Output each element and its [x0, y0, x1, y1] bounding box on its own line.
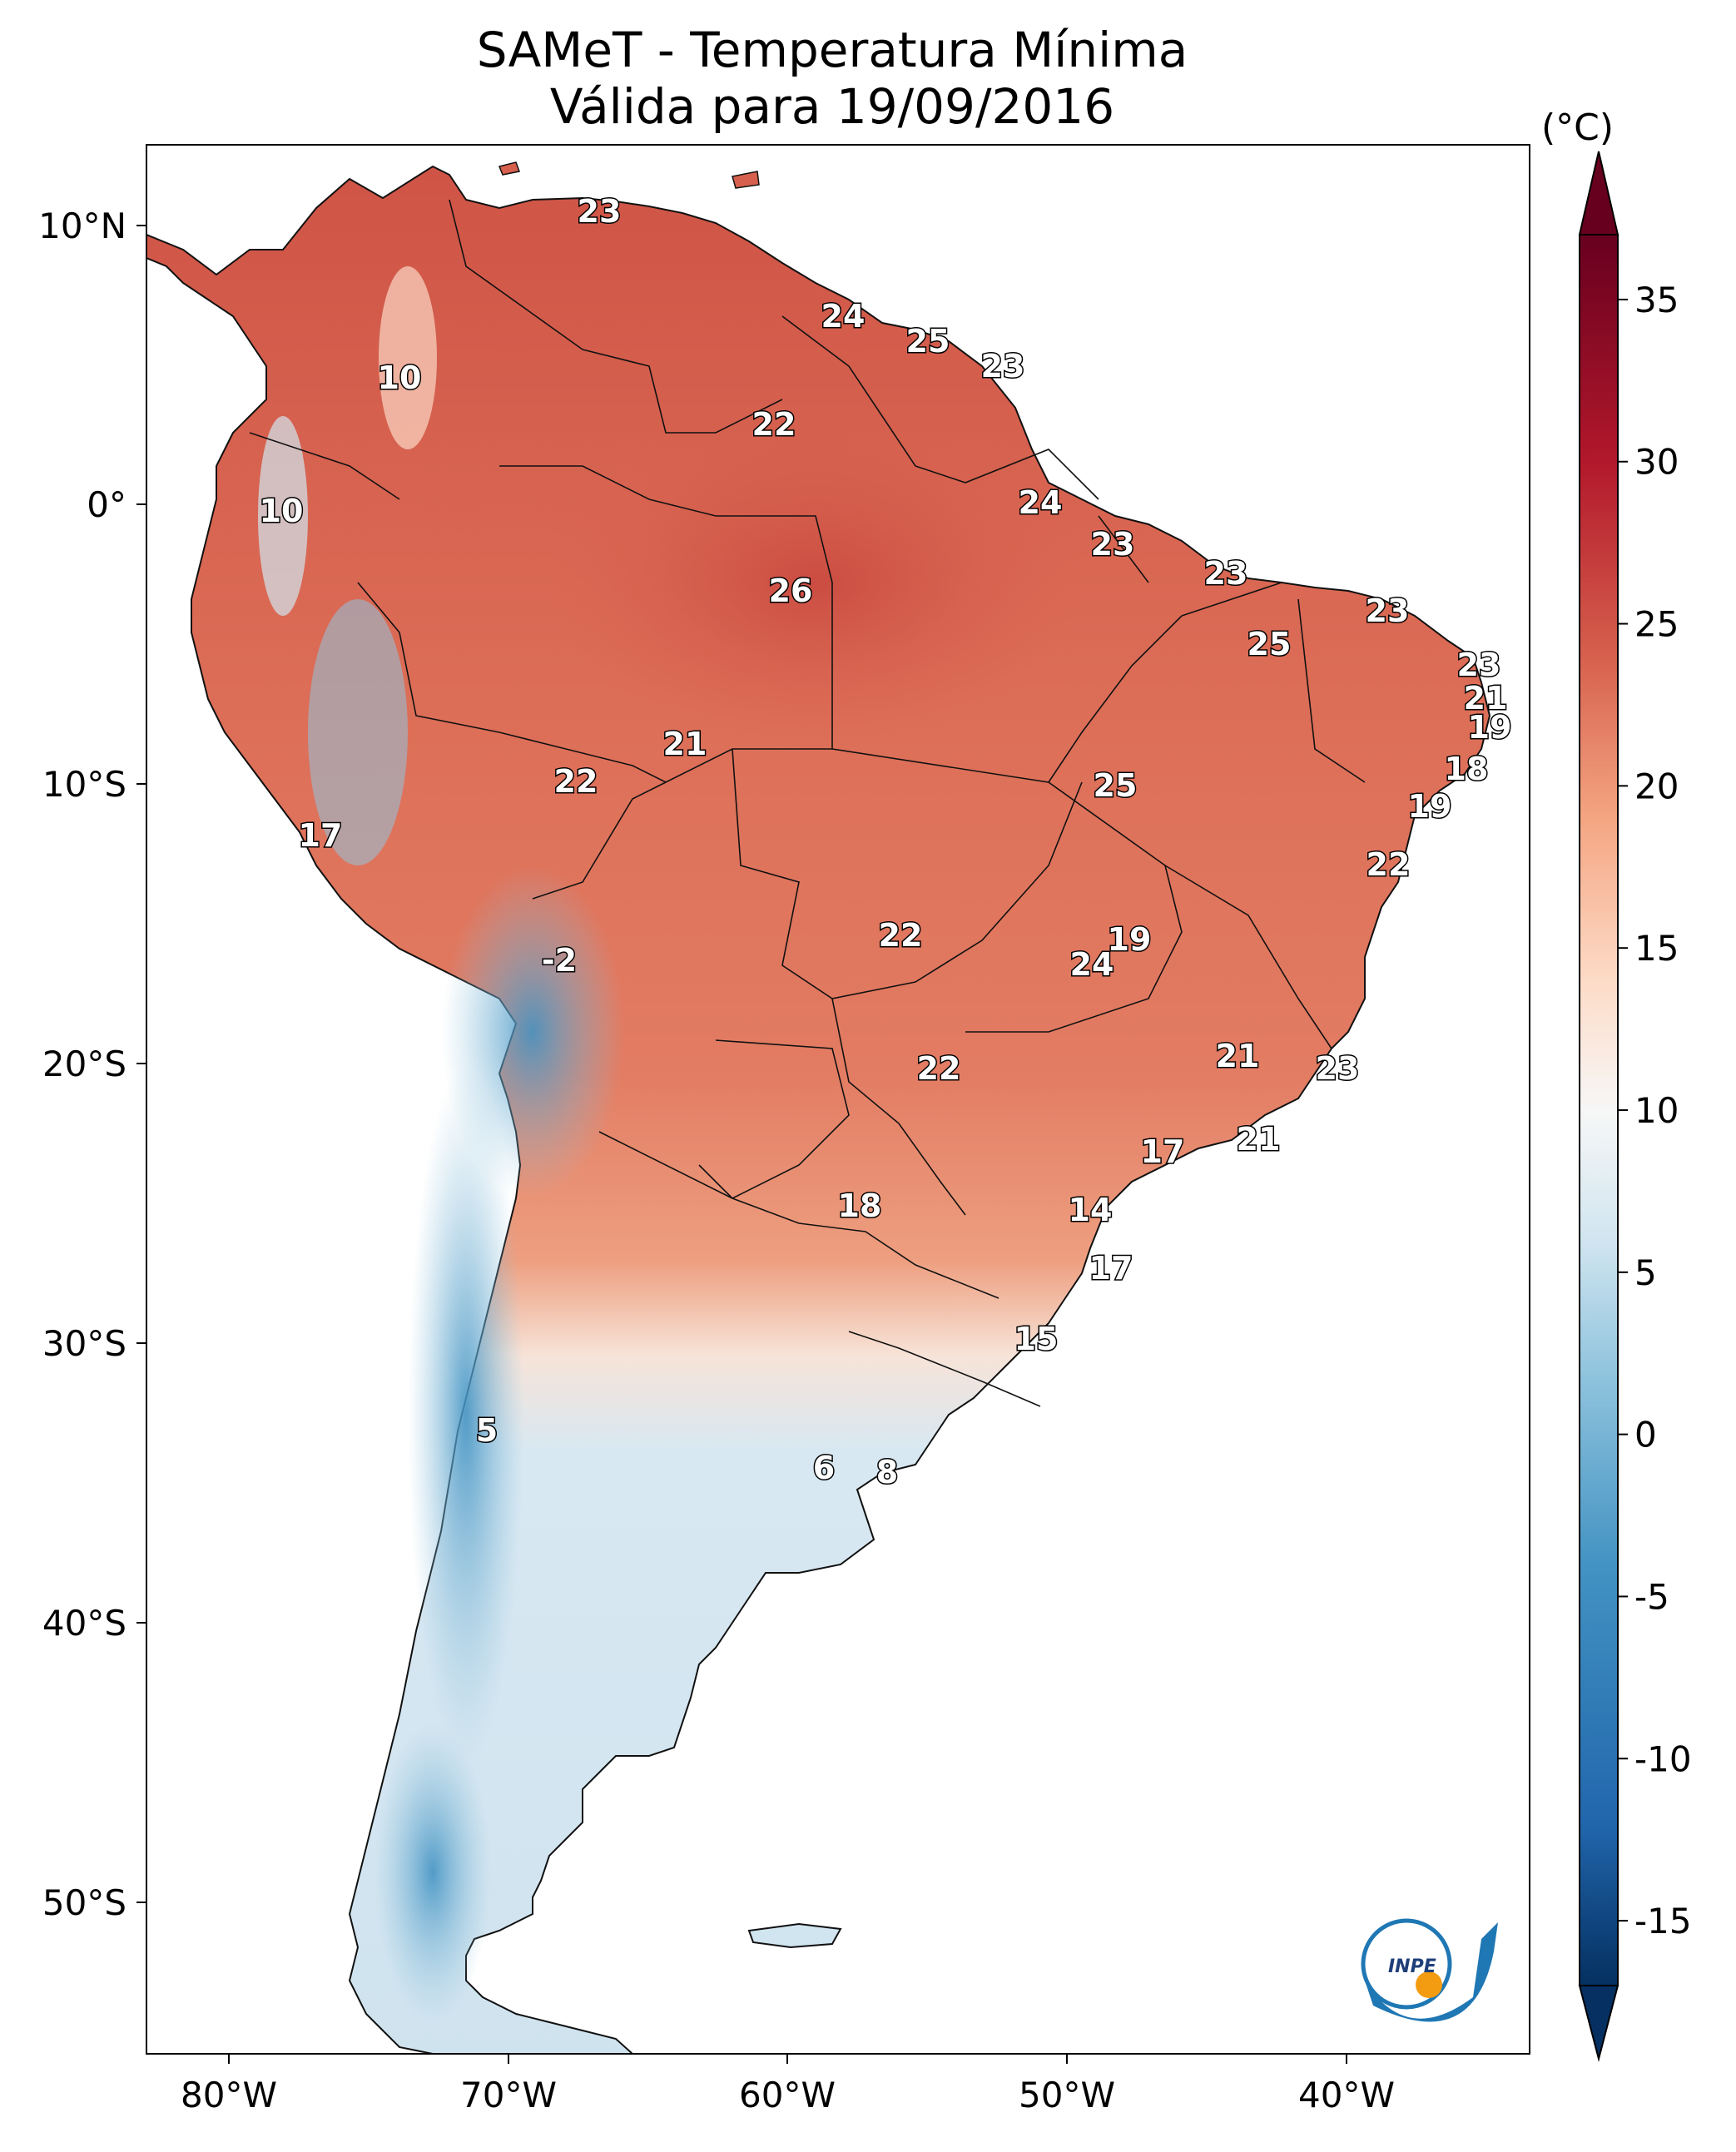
colorbar-tick-label: 15	[1634, 928, 1679, 969]
station-label: 21	[663, 726, 707, 762]
colorbar-tick-label: 35	[1634, 280, 1679, 320]
station-label: 22	[917, 1050, 961, 1087]
lat-label: 0°	[87, 484, 126, 525]
logo-sun-icon	[1416, 1971, 1442, 1998]
map-title: SAMeT - Temperatura Mínima	[476, 22, 1188, 78]
lon-label: 70°W	[460, 2075, 557, 2115]
station-label: 10	[378, 359, 422, 396]
colorbar-upper-extension	[1578, 151, 1619, 236]
station-label: 25	[1094, 767, 1138, 804]
caribbean-island	[498, 161, 521, 176]
station-label: 15	[1014, 1321, 1059, 1357]
station-label: 14	[1069, 1192, 1113, 1228]
lat-label: 20°S	[42, 1044, 126, 1084]
colorbar-ticks: 35 30 25 20 15 10 5 0 -5 -10 -15	[1618, 280, 1692, 1941]
colorbar-tick-label: 25	[1634, 604, 1679, 645]
lon-label: 80°W	[181, 2075, 277, 2115]
station-label: 18	[1445, 751, 1489, 787]
station-label: 25	[1247, 626, 1292, 662]
station-label: 23	[578, 193, 622, 230]
falkland-islands	[747, 1922, 842, 1949]
inpe-logo: INPE	[1361, 1918, 1498, 2022]
colombia-andes-zone	[379, 266, 437, 449]
station-label: 23	[1366, 593, 1410, 629]
station-labels: 23 10 10 24 25 23 22 24 23 23 26 23 25 2…	[258, 192, 1513, 1492]
station-label: 8	[876, 1454, 898, 1490]
station-label: 24	[821, 298, 866, 335]
station-label: 21	[1216, 1038, 1260, 1074]
station-label: 23	[1316, 1050, 1360, 1087]
ecuador-andes-zone	[258, 416, 308, 616]
station-label: -2	[542, 942, 577, 979]
lat-label: 50°S	[42, 1882, 126, 1923]
colorbar-lower-extension	[1578, 1985, 1619, 2062]
colorbar-tick-label: -5	[1634, 1576, 1669, 1617]
map-frame	[146, 144, 1530, 2055]
colorbar-unit: (°C)	[1541, 107, 1614, 149]
station-label: 23	[1457, 647, 1501, 683]
station-label: 22	[554, 763, 598, 800]
longitude-ticks	[228, 2054, 1347, 2064]
station-label: 19	[1408, 788, 1452, 825]
amazon-warm-zone	[549, 416, 1082, 749]
lat-label: 10°S	[42, 764, 126, 805]
andes-cold-zone-south	[408, 1065, 524, 1764]
station-label: 22	[752, 406, 796, 443]
station-label: 23	[1091, 526, 1135, 563]
lat-label: 10°N	[38, 206, 126, 246]
logo-text: INPE	[1388, 1956, 1436, 1977]
caribbean-island	[732, 171, 760, 189]
map-subtitle: Válida para 19/09/2016	[549, 78, 1115, 135]
colorbar-tick-label: 30	[1634, 442, 1679, 483]
colorbar-tick-label: 5	[1634, 1252, 1657, 1293]
station-label: 17	[1089, 1250, 1133, 1287]
lat-label: 40°S	[42, 1603, 126, 1644]
logo-ring	[1361, 1918, 1452, 2010]
patagonia-cold-zone	[374, 1723, 491, 2022]
station-label: 24	[1019, 484, 1063, 521]
station-label: 23	[981, 348, 1025, 384]
lon-label: 60°W	[739, 2075, 836, 2115]
station-label: 24	[1070, 946, 1114, 983]
station-label: 18	[838, 1188, 882, 1224]
station-label: 26	[769, 573, 813, 609]
station-label: 10	[260, 493, 304, 529]
lon-label: 40°W	[1298, 2075, 1395, 2115]
station-label: 21	[1464, 680, 1508, 717]
station-label: 19	[1468, 709, 1512, 746]
colorbar-tick-label: 10	[1634, 1090, 1679, 1131]
station-label: 19	[1108, 921, 1152, 958]
continent-layer	[146, 161, 1491, 2054]
colorbar-tick-label: 20	[1634, 766, 1679, 806]
latitude-ticks	[136, 225, 146, 1903]
station-label: 21	[1237, 1121, 1281, 1158]
station-label: 25	[906, 323, 950, 359]
station-label: 6	[813, 1450, 835, 1486]
lat-label: 30°S	[42, 1323, 126, 1364]
colorbar-tick-label: 0	[1634, 1415, 1657, 1455]
colorbar: 35 30 25 20 15 10 5 0 -5 -10 -15	[1578, 151, 1692, 2062]
station-label: 22	[879, 917, 923, 954]
colorbar-body	[1579, 234, 1619, 1986]
station-label: 5	[476, 1412, 498, 1449]
station-label: 23	[1204, 555, 1248, 592]
station-label: 17	[299, 817, 343, 854]
colorbar-tick-label: -10	[1634, 1738, 1692, 1779]
colorbar-tick-label: -15	[1634, 1901, 1692, 1941]
station-label: 17	[1141, 1133, 1185, 1170]
political-borders	[249, 199, 1366, 1407]
peru-andes-zone	[308, 599, 408, 865]
lon-label: 50°W	[1019, 2075, 1115, 2115]
station-label: 22	[1366, 846, 1411, 883]
